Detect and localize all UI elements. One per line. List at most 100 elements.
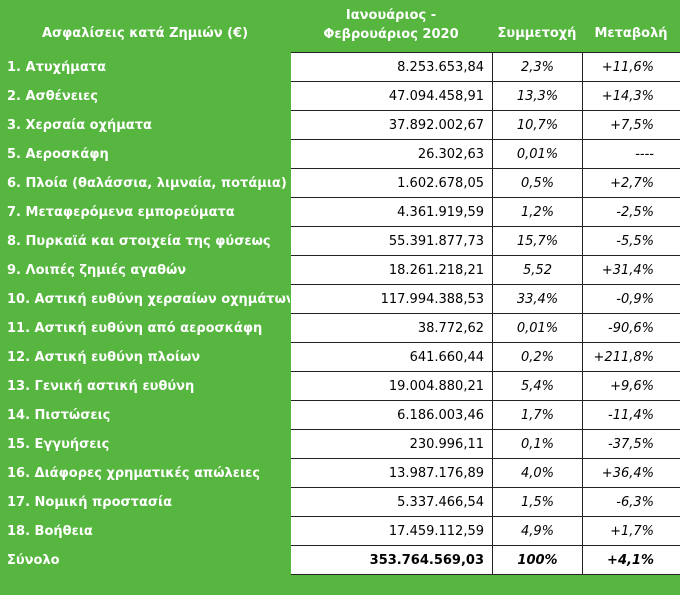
row-share: 0,01% bbox=[492, 313, 583, 343]
row-value: 38.772,62 bbox=[290, 313, 493, 343]
row-value: 26.302,63 bbox=[290, 139, 493, 169]
row-label: 1. Ατυχήματα bbox=[0, 52, 291, 82]
row-change: +11,6% bbox=[582, 52, 680, 82]
header-share: Συμμετοχή bbox=[497, 26, 577, 41]
row-label: 13. Γενική αστική ευθύνη bbox=[0, 371, 291, 401]
row-value: 18.261.218,21 bbox=[290, 255, 493, 285]
row-share: 4,0% bbox=[492, 458, 583, 488]
row-value: 8.253.653,84 bbox=[290, 52, 493, 82]
row-change: +14,3% bbox=[582, 81, 680, 111]
table-row: 7. Μεταφερόμενα εμπορεύματα 4.361.919,59 1… bbox=[0, 197, 680, 227]
row-change: -11,4% bbox=[582, 400, 680, 430]
row-share: 0,5% bbox=[492, 168, 583, 198]
table-row: 12. Αστική ευθύνη πλοίων 641.660,44 0,2% +2… bbox=[0, 342, 680, 372]
row-change: -0,9% bbox=[582, 284, 680, 314]
row-change: +31,4% bbox=[582, 255, 680, 285]
row-change: -90,6% bbox=[582, 313, 680, 343]
table-row: 15. Εγγυήσεις 230.996,11 0,1% -37,5% bbox=[0, 429, 680, 459]
row-share: 4,9% bbox=[492, 516, 583, 546]
header-change: Μεταβολή bbox=[594, 26, 668, 41]
header-period: Ιανουάριος - Φεβρουάριος 2020 bbox=[290, 6, 492, 44]
row-change: +4,1% bbox=[582, 545, 680, 575]
row-value: 55.391.877,73 bbox=[290, 226, 493, 256]
row-value: 1.602.678,05 bbox=[290, 168, 493, 198]
row-change: +36,4% bbox=[582, 458, 680, 488]
table-row: 13. Γενική αστική ευθύνη 19.004.880,21 5,4… bbox=[0, 371, 680, 401]
row-value: 37.892.002,67 bbox=[290, 110, 493, 140]
insurance-table: 1. Ατυχήματα 8.253.653,84 2,3% +11,6% 2. Ασθ… bbox=[0, 52, 680, 575]
table-row: 11. Αστική ευθύνη από αεροσκάφη 38.772,62… bbox=[0, 313, 680, 343]
row-change: +7,5% bbox=[582, 110, 680, 140]
row-label: 7. Μεταφερόμενα εμπορεύματα bbox=[0, 197, 291, 227]
row-label: 11. Αστική ευθύνη από αεροσκάφη bbox=[0, 313, 291, 343]
table-header: Ασφαλίσεις κατά Ζημιών (€) Ιανουάριος - … bbox=[0, 0, 680, 52]
row-value: 17.459.112,59 bbox=[290, 516, 493, 546]
row-label: 18. Βοήθεια bbox=[0, 516, 291, 546]
row-value: 5.337.466,54 bbox=[290, 487, 493, 517]
total-row: Σύνολο 353.764.569,03 100% +4,1% bbox=[0, 545, 680, 575]
table-row: 9. Λοιπές ζημιές αγαθών 18.261.218,21 5,52… bbox=[0, 255, 680, 285]
row-share: 13,3% bbox=[492, 81, 583, 111]
row-value: 13.987.176,89 bbox=[290, 458, 493, 488]
row-label: 3. Χερσαία οχήματα bbox=[0, 110, 291, 140]
row-value: 4.361.919,59 bbox=[290, 197, 493, 227]
row-change: -5,5% bbox=[582, 226, 680, 256]
row-value: 641.660,44 bbox=[290, 342, 493, 372]
row-share: 5,52 bbox=[492, 255, 583, 285]
row-label: 16. Διάφορες χρηματικές απώλειες bbox=[0, 458, 291, 488]
row-change: -2,5% bbox=[582, 197, 680, 227]
header-category: Ασφαλίσεις κατά Ζημιών (€) bbox=[41, 26, 249, 41]
row-label: 5. Αεροσκάφη bbox=[0, 139, 291, 169]
table-row: 14. Πιστώσεις 6.186.003,46 1,7% -11,4% bbox=[0, 400, 680, 430]
row-change: -6,3% bbox=[582, 487, 680, 517]
row-label: 15. Εγγυήσεις bbox=[0, 429, 291, 459]
row-share: 33,4% bbox=[492, 284, 583, 314]
row-share: 1,5% bbox=[492, 487, 583, 517]
row-change: +9,6% bbox=[582, 371, 680, 401]
table-row: 5. Αεροσκάφη 26.302,63 0,01% ---- bbox=[0, 139, 680, 169]
row-label: 12. Αστική ευθύνη πλοίων bbox=[0, 342, 291, 372]
row-label: 9. Λοιπές ζημιές αγαθών bbox=[0, 255, 291, 285]
row-label: Σύνολο bbox=[0, 545, 291, 575]
row-share: 10,7% bbox=[492, 110, 583, 140]
row-share: 5,4% bbox=[492, 371, 583, 401]
row-label: 6. Πλοία (θαλάσσια, λιμναία, ποτάμια) bbox=[0, 168, 291, 198]
table-row: 16. Διάφορες χρηματικές απώλειες 13.987.1… bbox=[0, 458, 680, 488]
table-row: 18. Βοήθεια 17.459.112,59 4,9% +1,7% bbox=[0, 516, 680, 546]
row-label: 2. Ασθένειες bbox=[0, 81, 291, 111]
row-share: 1,2% bbox=[492, 197, 583, 227]
row-label: 8. Πυρκαϊά και στοιχεία της φύσεως bbox=[0, 226, 291, 256]
row-share: 0,01% bbox=[492, 139, 583, 169]
row-share: 0,2% bbox=[492, 342, 583, 372]
row-value: 230.996,11 bbox=[290, 429, 493, 459]
row-change: +211,8% bbox=[582, 342, 680, 372]
row-share: 100% bbox=[492, 545, 583, 575]
row-change: ---- bbox=[582, 139, 680, 169]
row-share: 2,3% bbox=[492, 52, 583, 82]
table-row: 6. Πλοία (θαλάσσια, λιμναία, ποτάμια) 1.6… bbox=[0, 168, 680, 198]
header-period-line2: Φεβρουάριος 2020 bbox=[323, 27, 459, 42]
row-share: 0,1% bbox=[492, 429, 583, 459]
table-row: 3. Χερσαία οχήματα 37.892.002,67 10,7% +7,5… bbox=[0, 110, 680, 140]
table-row: 2. Ασθένειες 47.094.458,91 13,3% +14,3% bbox=[0, 81, 680, 111]
row-value: 117.994.388,53 bbox=[290, 284, 493, 314]
row-change: -37,5% bbox=[582, 429, 680, 459]
row-value: 19.004.880,21 bbox=[290, 371, 493, 401]
row-value: 353.764.569,03 bbox=[290, 545, 493, 575]
row-share: 1,7% bbox=[492, 400, 583, 430]
table-row: 17. Νομική προστασία 5.337.466,54 1,5% -6,3… bbox=[0, 487, 680, 517]
row-value: 6.186.003,46 bbox=[290, 400, 493, 430]
table-body: 1. Ατυχήματα 8.253.653,84 2,3% +11,6% 2. Ασθ… bbox=[0, 52, 680, 575]
row-change: +2,7% bbox=[582, 168, 680, 198]
table-row: 1. Ατυχήματα 8.253.653,84 2,3% +11,6% bbox=[0, 52, 680, 82]
row-label: 17. Νομική προστασία bbox=[0, 487, 291, 517]
row-share: 15,7% bbox=[492, 226, 583, 256]
header-period-line1: Ιανουάριος - bbox=[345, 8, 437, 23]
table-row: 10. Αστική ευθύνη χερσαίων οχημάτων 117.9… bbox=[0, 284, 680, 314]
row-change: +1,7% bbox=[582, 516, 680, 546]
row-value: 47.094.458,91 bbox=[290, 81, 493, 111]
table-row: 8. Πυρκαϊά και στοιχεία της φύσεως 55.391… bbox=[0, 226, 680, 256]
row-label: 10. Αστική ευθύνη χερσαίων οχημάτων bbox=[0, 284, 291, 314]
row-label: 14. Πιστώσεις bbox=[0, 400, 291, 430]
